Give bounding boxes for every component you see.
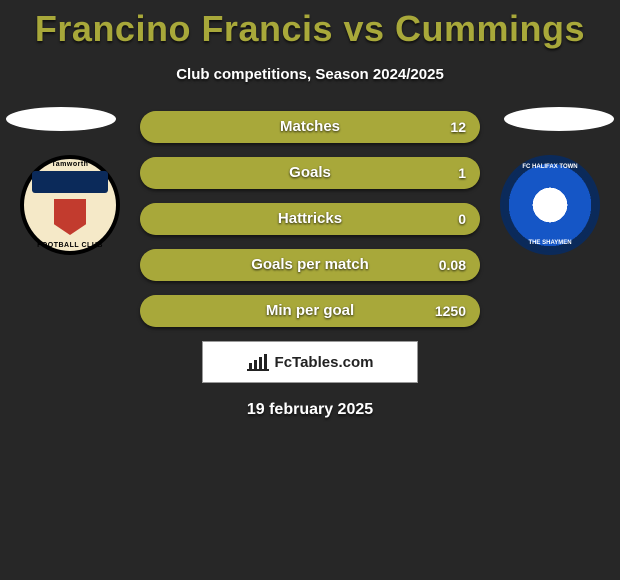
stat-row: Min per goal1250 bbox=[140, 295, 480, 327]
stat-row: Goals per match0.08 bbox=[140, 249, 480, 281]
stat-value-right: 1 bbox=[458, 157, 466, 189]
stat-label: Min per goal bbox=[140, 295, 480, 327]
crest-right-name: FC HALIFAX TOWN bbox=[503, 164, 597, 170]
stat-value-right: 0.08 bbox=[439, 249, 466, 281]
brand-text: FcTables.com bbox=[275, 354, 374, 371]
brand-badge[interactable]: FcTables.com bbox=[202, 341, 418, 383]
club-crest-left: Tamworth FOOTBALL CLUB bbox=[20, 155, 120, 255]
date-text: 19 february 2025 bbox=[0, 401, 620, 419]
stat-value-right: 1250 bbox=[435, 295, 466, 327]
crest-right-sub: THE SHAYMEN bbox=[503, 240, 597, 246]
crest-left-name: Tamworth bbox=[24, 161, 116, 168]
stat-row: Goals1 bbox=[140, 157, 480, 189]
comparison-panel: Tamworth FOOTBALL CLUB FC HALIFAX TOWN T… bbox=[0, 111, 620, 419]
oval-left bbox=[6, 107, 116, 131]
page-title: Francino Francis vs Cummings bbox=[0, 0, 620, 50]
stat-value-right: 12 bbox=[450, 111, 466, 143]
stats-list: Matches12 Goals1 Hattricks0 Goals per match… bbox=[140, 111, 480, 327]
stat-label: Goals per match bbox=[140, 249, 480, 281]
stat-row: Matches12 bbox=[140, 111, 480, 143]
subtitle: Club competitions, Season 2024/2025 bbox=[0, 66, 620, 83]
crest-left-sub: FOOTBALL CLUB bbox=[24, 242, 116, 249]
stat-label: Goals bbox=[140, 157, 480, 189]
stat-label: Matches bbox=[140, 111, 480, 143]
stat-row: Hattricks0 bbox=[140, 203, 480, 235]
stat-label: Hattricks bbox=[140, 203, 480, 235]
oval-right bbox=[504, 107, 614, 131]
stat-value-right: 0 bbox=[458, 203, 466, 235]
brand-chart-icon bbox=[247, 353, 269, 371]
club-crest-right: FC HALIFAX TOWN THE SHAYMEN bbox=[500, 155, 600, 255]
